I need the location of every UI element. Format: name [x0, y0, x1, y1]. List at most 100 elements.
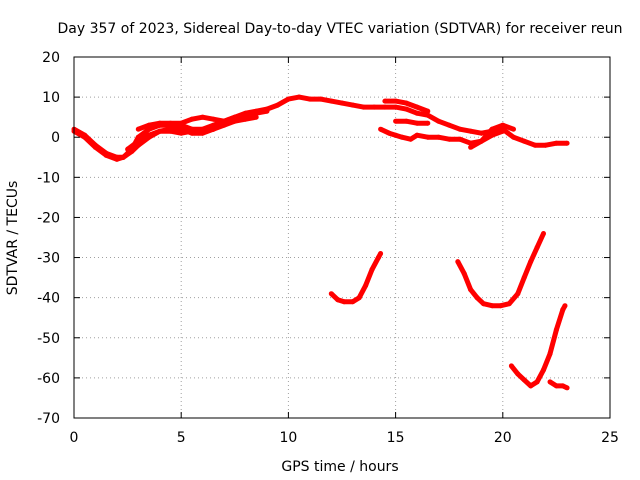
data-point: [378, 126, 384, 132]
data-point: [498, 303, 504, 309]
data-point: [478, 138, 484, 144]
data-point: [478, 130, 484, 136]
data-point: [221, 122, 227, 128]
data-point: [521, 275, 527, 281]
plot-frame: [73, 56, 611, 419]
data-point: [296, 94, 302, 100]
data-point: [446, 136, 452, 142]
x-tick-label: 15: [387, 430, 405, 446]
y-tick-label: 20: [42, 50, 60, 66]
data-point: [511, 126, 516, 132]
data-point: [82, 134, 88, 140]
gridlines: [74, 57, 610, 418]
x-tick-label: 20: [494, 430, 512, 446]
series-layer: [71, 94, 570, 391]
data-point: [369, 267, 375, 273]
data-point: [515, 371, 521, 377]
data-point: [114, 156, 120, 162]
data-point: [543, 142, 549, 148]
data-point: [157, 120, 163, 126]
data-point: [146, 122, 152, 128]
data-point: [328, 291, 334, 297]
data-point: [521, 138, 527, 144]
data-point: [210, 116, 216, 122]
data-point: [500, 122, 506, 128]
data-point: [403, 106, 409, 112]
data-point: [528, 259, 534, 265]
data-point: [457, 136, 463, 142]
data-point: [168, 128, 173, 134]
data-point: [350, 299, 356, 305]
data-point: [468, 287, 474, 293]
data-point: [560, 383, 566, 389]
data-point: [125, 146, 131, 152]
data-point: [474, 295, 480, 301]
data-point: [547, 379, 553, 385]
data-point: [560, 307, 566, 313]
data-point: [468, 128, 474, 134]
series-line-dip-3: [509, 304, 568, 389]
x-tick-label: 5: [177, 430, 186, 446]
y-tick-label: 10: [42, 90, 60, 106]
data-point: [382, 104, 388, 110]
data-point: [157, 128, 163, 134]
data-point: [386, 130, 392, 136]
data-point: [455, 259, 461, 265]
data-point: [446, 122, 452, 128]
data-point: [515, 291, 521, 297]
data-point: [371, 104, 377, 110]
data-point: [403, 100, 409, 106]
data-point: [436, 134, 441, 140]
data-point: [92, 144, 98, 150]
data-point: [481, 301, 486, 307]
data-point: [264, 108, 270, 114]
data-point: [341, 299, 347, 305]
data-point: [189, 128, 195, 134]
data-point: [382, 98, 388, 104]
data-point: [275, 102, 281, 108]
data-point: [375, 255, 381, 261]
data-point: [489, 303, 495, 309]
data-point: [425, 134, 431, 140]
data-point: [189, 116, 195, 122]
data-point: [378, 251, 384, 256]
data-point: [103, 152, 109, 158]
data-point: [414, 110, 420, 116]
data-point: [414, 120, 420, 126]
data-point: [393, 118, 399, 124]
y-tick-label: -70: [37, 411, 60, 427]
y-tick-label: -20: [37, 210, 60, 226]
data-point: [200, 114, 206, 120]
data-point: [178, 130, 184, 136]
data-point: [350, 102, 356, 108]
data-point: [363, 283, 369, 289]
y-tick-label: 0: [51, 130, 60, 146]
data-point: [178, 120, 184, 126]
data-point: [461, 271, 467, 277]
x-axis-label: GPS time / hours: [281, 459, 398, 475]
data-point: [425, 108, 431, 114]
data-point: [553, 383, 559, 389]
data-point: [564, 385, 570, 391]
data-point: [135, 138, 141, 144]
data-point: [243, 116, 248, 122]
data-point: [547, 351, 553, 357]
data-point: [436, 118, 441, 124]
data-point: [500, 128, 506, 134]
data-point: [285, 96, 291, 102]
data-point: [168, 120, 173, 126]
data-point: [210, 126, 216, 132]
y-tick-label: -60: [37, 371, 60, 387]
data-point: [506, 301, 512, 307]
data-point: [508, 363, 514, 369]
data-point: [146, 132, 152, 138]
data-point: [521, 377, 527, 383]
data-point: [135, 126, 141, 132]
data-point: [408, 136, 414, 142]
y-tick-label: -10: [37, 170, 60, 186]
data-point: [489, 126, 495, 132]
data-point: [307, 96, 313, 102]
data-point: [457, 126, 463, 132]
data-point: [200, 128, 206, 134]
y-axis-label: SDTVAR / TECUs: [5, 181, 21, 296]
